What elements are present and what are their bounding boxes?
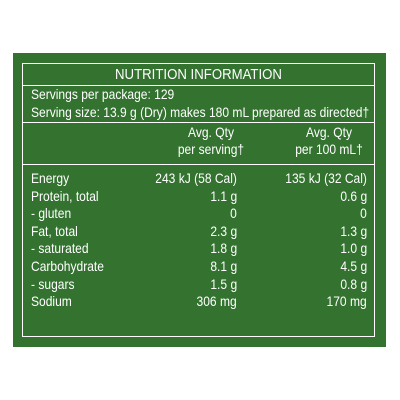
table-row: - sugars 1.5 g 0.8 g — [23, 276, 374, 294]
nutrient-label: Carbohydrate — [31, 257, 104, 274]
per-serving-value: 8.1 g — [210, 257, 237, 274]
nutrition-panel: NUTRITION INFORMATION Servings per packa… — [13, 53, 386, 347]
servings-per-package: Servings per package: 129 — [31, 86, 175, 102]
header-per-serving-line-1: Avg. Qty — [188, 124, 234, 140]
nutrient-label: Fat, total — [31, 222, 78, 239]
table-row: Protein, total 1.1 g 0.6 g — [23, 188, 374, 206]
table-row: Energy 243 kJ (58 Cal) 135 kJ (32 Cal) — [23, 170, 374, 188]
nutrient-label: - gluten — [31, 205, 72, 222]
per-serving-value: 1.5 g — [210, 275, 237, 292]
nutrition-table-border: NUTRITION INFORMATION Servings per packa… — [22, 63, 375, 337]
header-per-serving: Avg. Qty per serving† — [159, 124, 262, 158]
per-100ml-value: 0 — [360, 205, 367, 222]
header-per-100ml-line-2: per 100 mL† — [295, 141, 363, 157]
per-serving-value: 2.3 g — [210, 222, 237, 239]
panel-title: NUTRITION INFORMATION — [115, 66, 282, 83]
per-100ml-value: 1.3 g — [340, 222, 367, 239]
header-per-100ml: Avg. Qty per 100 mL† — [277, 124, 380, 158]
header-per-serving-line-2: per serving† — [177, 141, 245, 157]
per-serving-value: 0 — [230, 205, 237, 222]
per-serving-value: 306 mg — [196, 293, 237, 310]
table-row: Sodium 306 mg 170 mg — [23, 293, 374, 311]
per-100ml-value: 1.0 g — [340, 240, 367, 257]
per-100ml-value: 4.5 g — [340, 257, 367, 274]
nutrient-label: Sodium — [31, 293, 72, 310]
serving-size-divider — [23, 122, 374, 123]
nutrient-label: - sugars — [31, 275, 75, 292]
nutrient-label: - saturated — [31, 240, 89, 257]
header-per-100ml-line-1: Avg. Qty — [306, 124, 352, 140]
per-100ml-value: 170 mg — [326, 293, 367, 310]
per-serving-value: 1.1 g — [210, 187, 237, 204]
per-serving-value: 1.8 g — [210, 240, 237, 257]
table-row: Carbohydrate 8.1 g 4.5 g — [23, 258, 374, 276]
per-100ml-value: 135 kJ (32 Cal) — [285, 170, 367, 186]
nutrient-label: Energy — [31, 170, 70, 186]
table-row: - saturated 1.8 g 1.0 g — [23, 240, 374, 258]
per-100ml-value: 0.8 g — [340, 275, 367, 292]
per-100ml-value: 0.6 g — [340, 187, 367, 204]
serving-size: Serving size: 13.9 g (Dry) makes 180 mL … — [31, 104, 370, 120]
per-serving-value: 243 kJ (58 Cal) — [155, 170, 237, 186]
nutrient-label: Protein, total — [31, 187, 99, 204]
title-divider — [23, 85, 374, 86]
nutrient-rows: Energy 243 kJ (58 Cal) 135 kJ (32 Cal) P… — [23, 170, 374, 311]
header-divider — [23, 164, 374, 165]
table-row: Fat, total 2.3 g 1.3 g — [23, 223, 374, 241]
table-row: - gluten 0 0 — [23, 205, 374, 223]
